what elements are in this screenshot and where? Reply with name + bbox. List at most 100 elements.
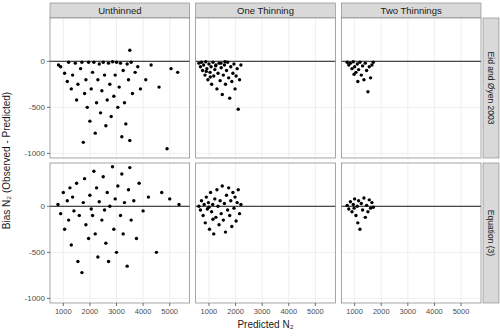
x-tick-label: 1000	[55, 307, 72, 316]
point	[352, 206, 355, 209]
point	[222, 218, 225, 221]
point	[88, 119, 91, 122]
grid-line-x	[89, 163, 90, 303]
grid-line-x	[381, 18, 382, 158]
point	[209, 65, 212, 68]
point	[354, 214, 357, 217]
point	[95, 186, 98, 189]
point	[83, 92, 86, 95]
point	[209, 191, 212, 194]
point	[214, 64, 217, 67]
point	[237, 188, 240, 191]
point	[111, 60, 114, 63]
point	[361, 208, 364, 211]
point	[98, 62, 101, 65]
point	[95, 101, 98, 104]
panel-background	[50, 163, 190, 303]
point	[229, 65, 232, 68]
point	[74, 61, 77, 64]
grid-line-x	[381, 163, 382, 303]
grid-line-x	[461, 163, 462, 303]
point	[216, 72, 219, 75]
reference-line	[341, 206, 481, 207]
point	[113, 197, 116, 200]
point	[362, 78, 365, 81]
x-tick	[354, 303, 355, 306]
points	[345, 196, 374, 231]
y-tick	[47, 153, 50, 154]
point	[103, 73, 106, 76]
point	[234, 74, 237, 77]
point	[124, 122, 127, 125]
point	[349, 61, 352, 64]
grid-line-x	[169, 18, 170, 158]
point	[352, 72, 355, 75]
point	[104, 124, 107, 127]
point	[210, 83, 213, 86]
point	[200, 61, 203, 64]
point	[216, 205, 219, 208]
point	[205, 195, 208, 198]
x-tick	[143, 303, 144, 306]
grid-line-y	[341, 252, 481, 253]
point	[228, 214, 231, 217]
point	[115, 251, 118, 254]
point	[129, 218, 132, 221]
point	[365, 204, 368, 207]
point	[72, 209, 75, 212]
grid-line-y	[196, 153, 336, 154]
point	[210, 210, 213, 213]
point	[233, 195, 236, 198]
point	[212, 74, 215, 77]
point	[82, 201, 85, 204]
x-tick-label: 2000	[373, 307, 390, 316]
grid-line-x	[354, 18, 355, 158]
grid-line-x	[354, 163, 355, 303]
point	[223, 60, 226, 63]
point	[149, 63, 152, 66]
point	[165, 147, 168, 150]
point	[105, 191, 108, 194]
column-strip	[196, 3, 336, 18]
point	[128, 49, 131, 52]
point	[70, 87, 73, 90]
point	[66, 199, 69, 202]
panel-border	[341, 18, 481, 158]
point	[349, 200, 352, 203]
point	[229, 199, 232, 202]
points	[345, 60, 374, 93]
point	[237, 107, 240, 110]
panel-border	[50, 163, 190, 303]
panel-border	[341, 163, 481, 303]
point	[83, 177, 86, 180]
point	[96, 78, 99, 81]
point	[71, 73, 74, 76]
point	[70, 243, 73, 246]
point	[212, 232, 215, 235]
point	[230, 225, 233, 228]
point	[120, 135, 123, 138]
point	[235, 201, 238, 204]
point	[360, 202, 363, 205]
x-tick-label: 4000	[426, 307, 443, 316]
point	[372, 206, 375, 209]
x-tick	[116, 303, 117, 306]
point	[107, 61, 110, 64]
grid-line-x	[288, 18, 289, 158]
point	[90, 87, 93, 90]
point	[169, 67, 172, 70]
y-tick	[47, 206, 50, 207]
y-tick	[47, 61, 50, 62]
x-tick	[169, 303, 170, 306]
point	[66, 80, 69, 83]
point	[215, 188, 218, 191]
reference-line	[196, 61, 336, 62]
point	[201, 214, 204, 217]
point	[226, 208, 229, 211]
grid-line-x	[235, 163, 236, 303]
grid-line-y	[50, 206, 190, 207]
y-tick-label: -1000	[25, 294, 46, 303]
point	[218, 199, 221, 202]
point	[133, 71, 136, 74]
x-tick-label: 3000	[399, 307, 416, 316]
